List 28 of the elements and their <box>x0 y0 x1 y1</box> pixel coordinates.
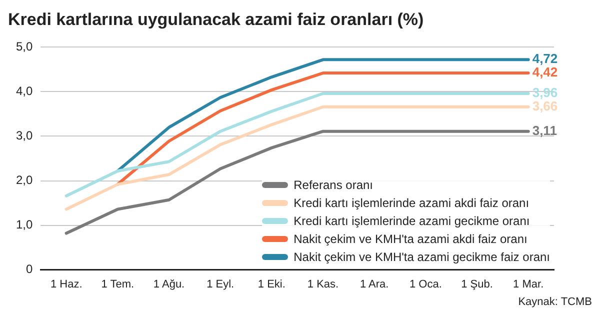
x-tick-label: 1 Tem. <box>101 278 134 290</box>
legend-label: Referans oranı <box>294 177 374 194</box>
x-tick-label: 1 Kas. <box>307 278 339 290</box>
data-label: 3,11 <box>532 122 557 138</box>
x-tick-label: 1 Ara. <box>360 278 389 290</box>
y-tick-label: 0 <box>26 262 33 276</box>
y-tick-label: 1,0 <box>16 218 33 232</box>
y-tick-label: 3,0 <box>16 128 33 143</box>
text: Kaynak: TCMB <box>517 295 592 310</box>
x-tick-label: 1 Eki. <box>258 278 286 290</box>
x-tick-label: 1 Şub. <box>461 278 493 290</box>
y-tick-label: 5,0 <box>16 40 33 54</box>
y-tick-label: 4,0 <box>16 84 33 98</box>
legend-label: Kredi kartı işlemlerinde azami gecikme oranı <box>294 213 530 230</box>
x-tick-label: 1 Eyl. <box>206 278 234 290</box>
legend-label: Kredi kartı işlemlerinde azami akdi faiz oranı <box>294 195 530 212</box>
data-label: 4,42 <box>532 64 558 80</box>
x-tick-label: 1 Oca. <box>409 278 442 290</box>
x-tick-label: 1 Mar. <box>513 278 544 290</box>
chart-title: Kredi kartlarına uygulanacak azami faiz oranları (%) <box>8 9 425 31</box>
legend-label: Nakit çekim ve KMH'ta azami akdi faiz oranı <box>294 231 528 248</box>
x-tick-label: 1 Haz. <box>50 278 82 290</box>
legend-label: Nakit çekim ve KMH'ta azami gecikme faiz oranı <box>294 249 550 266</box>
data-label: 3,96 <box>532 85 558 100</box>
y-tick-label: 2,0 <box>16 173 33 188</box>
x-tick-label: 1 Ağu. <box>153 278 185 290</box>
data-label: 4,72 <box>532 51 558 66</box>
data-label: 3,66 <box>532 98 558 114</box>
